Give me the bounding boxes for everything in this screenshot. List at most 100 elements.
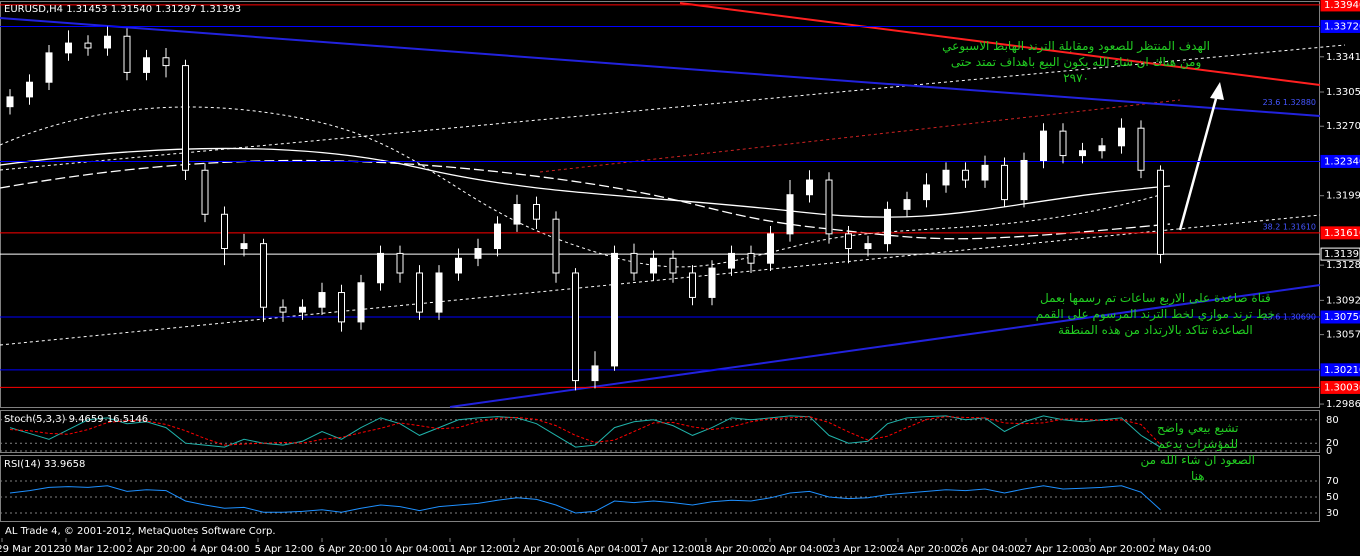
candle-body	[630, 252, 638, 274]
candle-body	[240, 243, 248, 250]
candle-body	[1079, 150, 1086, 157]
y-tick-label: 0	[1326, 446, 1332, 457]
candle-body	[377, 252, 384, 284]
candle-body	[552, 218, 560, 274]
candle-body	[84, 42, 92, 49]
moving-average	[0, 147, 1171, 218]
annotation-line: هنا	[1190, 469, 1205, 483]
annotation-line: قناة صاعدة على الاربع ساعات تم رسمها بعم…	[1040, 291, 1271, 305]
candle-body	[1040, 130, 1047, 161]
indicator-line	[9, 416, 1161, 446]
arrow-shaft	[1178, 94, 1219, 231]
fib-label: 23.6 1.32880	[1263, 98, 1316, 107]
x-tick-label: 6 Apr 20:00	[319, 544, 378, 555]
x-tick-label: 20 Apr 04:00	[763, 544, 828, 555]
candle-body	[396, 252, 404, 274]
level-label: 1.32340	[1324, 156, 1360, 167]
trend-down-red	[679, 2, 1321, 86]
candle-body	[416, 272, 423, 313]
candle-body	[767, 233, 774, 264]
x-tick-label: 17 Apr 12:00	[635, 544, 700, 555]
x-tick-label: 27 Apr 12:00	[1019, 544, 1084, 555]
level-label-box	[1320, 0, 1360, 12]
candle-body	[299, 306, 306, 313]
level-label: 1.31610	[1324, 228, 1360, 239]
candle-body	[182, 65, 189, 171]
candle-body	[221, 213, 228, 250]
candle-body	[474, 248, 482, 259]
candle-body	[1020, 159, 1028, 201]
panel-title: Stoch(5,3,3) 9.4659 16.5146	[4, 414, 148, 425]
candle-body	[884, 208, 891, 245]
y-tick-label: 20	[1326, 438, 1339, 449]
x-tick-label: 16 Apr 04:00	[571, 544, 636, 555]
candle-body	[260, 243, 267, 308]
x-tick-label: 26 Apr 04:00	[955, 544, 1020, 555]
level-label: 1.30750	[1324, 312, 1360, 323]
level-label-box	[1320, 380, 1360, 394]
y-tick-label: 70	[1326, 476, 1339, 487]
y-tick-label: 30	[1326, 508, 1339, 519]
main-panel-frame	[0, 1, 1320, 408]
y-tick-label: 1.32700	[1326, 121, 1360, 132]
arrow-head	[1210, 82, 1224, 100]
x-tick-label: 2 Apr 20:00	[127, 544, 186, 555]
annotation: الهدف المنتظر للصعود ومقابلة الترند الها…	[942, 38, 1210, 86]
level-label-box	[1320, 247, 1360, 261]
panel-title: EURUSD,H4 1.31453 1.31540 1.31297 1.3139…	[4, 4, 241, 15]
candle-body	[513, 204, 521, 225]
x-tick-label: 24 Apr 20:00	[891, 544, 956, 555]
candle-body	[728, 252, 735, 269]
annotation-line: تشبع بيعي واضح	[1157, 421, 1239, 435]
stoch-panel-frame	[0, 410, 1320, 453]
candle-body	[143, 57, 150, 73]
candle-body	[942, 169, 950, 186]
x-tick-label: 23 Apr 12:00	[827, 544, 892, 555]
level-label-box	[1320, 226, 1360, 240]
moving-average-dashed	[0, 159, 1171, 240]
candle-body	[1118, 127, 1125, 147]
candle-body	[1137, 127, 1145, 171]
candle-body	[357, 282, 365, 323]
candle-body	[435, 272, 443, 313]
trend-down-blue	[0, 17, 1321, 117]
candle-body	[825, 179, 833, 235]
candle-body	[611, 252, 618, 367]
level-label: 1.30210	[1324, 365, 1360, 376]
x-tick-label: 29 Mar 2012	[0, 544, 60, 555]
candle-body	[6, 96, 14, 108]
level-label-box	[1320, 363, 1360, 377]
candle-body	[104, 35, 111, 49]
candle-body	[162, 57, 170, 67]
x-tick-label: 18 Apr 20:00	[699, 544, 764, 555]
y-tick-label: 1.33410	[1326, 52, 1360, 63]
annotation-line: للمؤشرات يدعم	[1157, 437, 1239, 451]
level-label: 1.33940	[1324, 0, 1360, 11]
indicator-line	[9, 485, 1161, 514]
moving-average-dotted	[0, 106, 1161, 268]
x-tick-label: 10 Apr 04:00	[379, 544, 444, 555]
candle-body	[864, 243, 872, 250]
level-label-box	[1320, 154, 1360, 168]
candle-body	[201, 169, 209, 215]
annotation-line: الهدف المنتظر للصعود ومقابلة الترند الها…	[942, 39, 1210, 53]
level-label-box	[1320, 310, 1360, 324]
x-tick-label: 30 Apr 20:00	[1083, 544, 1148, 555]
candle-body	[318, 292, 326, 308]
x-tick-label: 2 May 04:00	[1149, 544, 1211, 555]
drawings	[0, 2, 1346, 408]
candle-body	[981, 164, 989, 181]
level-label-box	[1320, 19, 1360, 33]
y-tick-label: 1.30570	[1326, 330, 1360, 341]
candle-body	[572, 272, 579, 382]
candle-body	[903, 199, 911, 210]
candle-body	[1059, 130, 1067, 157]
y-tick-label: 1.31990	[1326, 191, 1360, 202]
y-tick-label: 1.31280	[1326, 260, 1360, 271]
y-tick-label: 80	[1326, 415, 1339, 426]
candle-body	[747, 252, 755, 264]
y-tick-label: 1.33050	[1326, 87, 1360, 98]
x-tick-label: 30 Mar 12:00	[59, 544, 126, 555]
candle-body	[338, 292, 345, 323]
